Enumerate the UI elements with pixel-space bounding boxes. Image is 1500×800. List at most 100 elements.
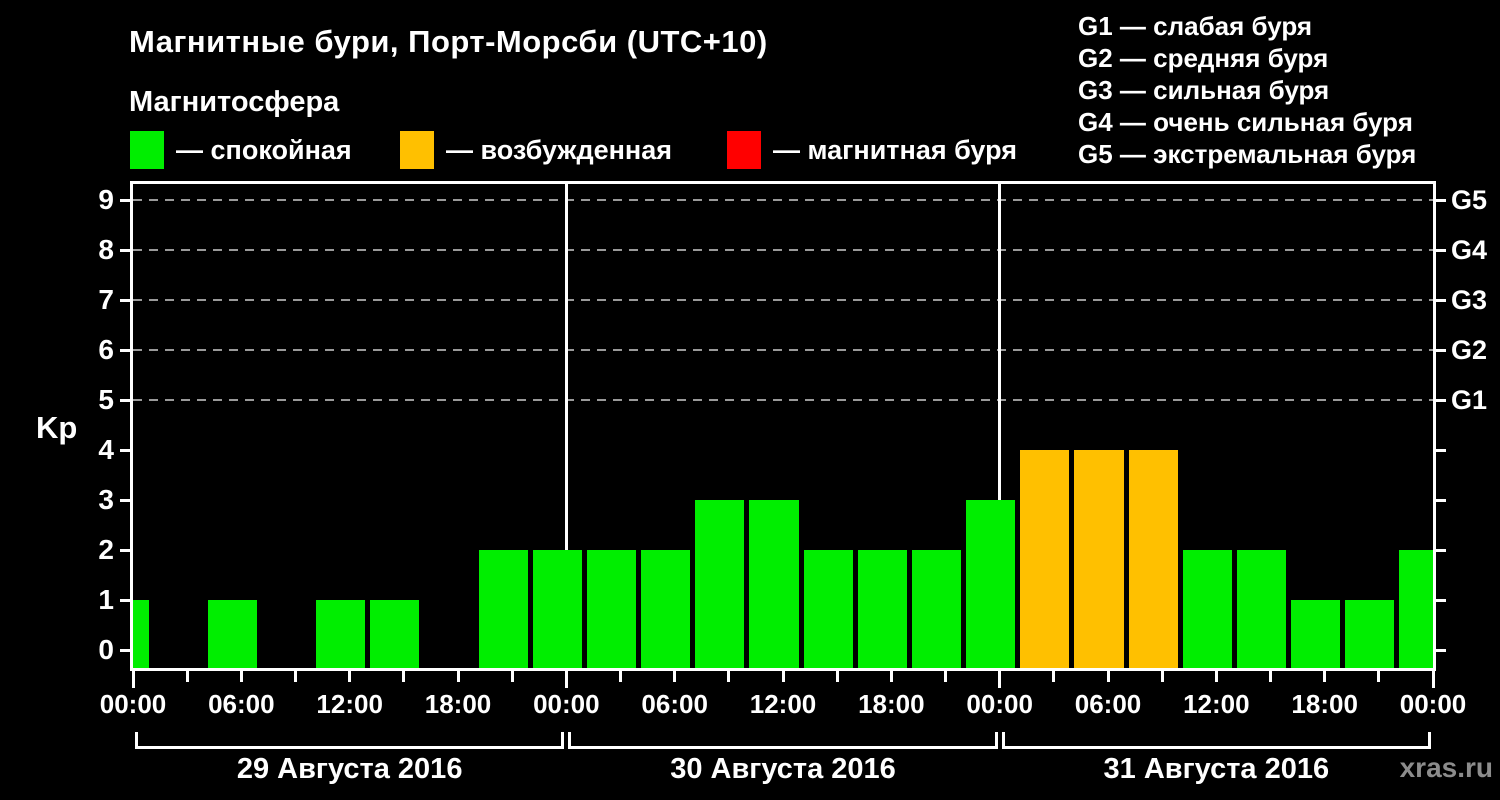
y-tick-right xyxy=(1435,598,1446,602)
kp-bar xyxy=(1020,450,1070,668)
y-tick-left xyxy=(120,298,131,302)
gridline-kp9 xyxy=(133,199,1433,201)
kp-bar xyxy=(1345,600,1395,668)
gridline-kp8 xyxy=(133,249,1433,251)
x-tick xyxy=(998,669,1002,688)
y-tick-left xyxy=(120,548,131,552)
x-tick-label: 12:00 xyxy=(316,689,383,719)
x-tick-label: 12:00 xyxy=(1183,689,1250,719)
x-tick xyxy=(1160,669,1164,682)
x-tick xyxy=(564,669,568,688)
storm-label: — магнитная буря xyxy=(773,135,1017,165)
g-level-label: G3 xyxy=(1451,285,1488,315)
x-tick xyxy=(510,669,514,682)
x-tick xyxy=(1323,669,1327,682)
x-tick xyxy=(781,669,785,682)
x-tick xyxy=(673,669,677,682)
kp-bar xyxy=(911,550,962,668)
date-label: 31 Августа 2016 xyxy=(1103,753,1330,785)
magnetosphere-subtitle: Магнитосфера xyxy=(129,86,340,118)
y-tick-right xyxy=(1435,248,1446,252)
x-tick xyxy=(348,669,352,682)
g-level-label: G4 xyxy=(1451,235,1488,265)
kp-bar xyxy=(1074,450,1124,668)
day-boundary-line xyxy=(564,183,568,668)
y-axis-label: Kp xyxy=(36,410,78,445)
kp-bar xyxy=(532,550,582,668)
y-tick-label: 2 xyxy=(98,534,114,565)
day-boundary-line xyxy=(998,183,1002,668)
g-level-label: G2 xyxy=(1451,335,1488,365)
x-tick-label: 00:00 xyxy=(533,689,600,719)
x-tick xyxy=(1377,669,1381,682)
kp-bar xyxy=(803,550,853,668)
date-bracket-end xyxy=(561,732,565,749)
y-tick-label: 1 xyxy=(98,584,114,615)
quiet-swatch-icon xyxy=(130,131,164,169)
x-tick-label: 12:00 xyxy=(749,689,817,719)
kp-bar xyxy=(1291,600,1341,668)
x-tick xyxy=(1431,669,1435,688)
date-bracket-end xyxy=(1001,732,1005,749)
kp-bar xyxy=(966,500,1016,668)
x-tick-label: 06:00 xyxy=(1074,689,1142,719)
kp-bar xyxy=(316,600,366,668)
y-tick-label: 8 xyxy=(98,234,114,265)
y-tick-left xyxy=(120,648,131,652)
g-level-label: G1 xyxy=(1451,385,1488,415)
y-tick-label: 4 xyxy=(98,434,114,465)
kp-bar xyxy=(857,550,907,668)
plot-border xyxy=(130,181,1436,671)
quiet-label: — спокойная xyxy=(176,135,352,165)
g-level-label: G5 xyxy=(1451,185,1488,215)
y-tick-left xyxy=(120,348,131,352)
kp-bar xyxy=(1128,450,1178,668)
g1-legend-line: G1 — слабая буря xyxy=(1078,11,1313,41)
x-tick xyxy=(456,669,460,682)
y-tick-right xyxy=(1435,398,1446,402)
g3-legend-line: G3 — сильная буря xyxy=(1078,75,1330,105)
kp-bar xyxy=(695,500,745,668)
date-bracket-end xyxy=(994,732,998,749)
date-bracket xyxy=(1001,746,1431,749)
kp-bar xyxy=(586,550,637,668)
x-tick-label: 00:00 xyxy=(99,689,167,719)
x-tick xyxy=(727,669,731,682)
y-tick-right xyxy=(1435,648,1446,652)
kp-bar xyxy=(207,600,257,668)
watermark: xras.ru xyxy=(1399,752,1493,783)
kp-bar xyxy=(1182,550,1232,668)
x-tick xyxy=(944,669,947,682)
x-tick xyxy=(1214,669,1218,682)
y-tick-label: 6 xyxy=(98,334,114,365)
y-tick-left xyxy=(120,448,131,452)
gridline-kp7 xyxy=(133,299,1433,301)
status-legend: — спокойная — возбужденная — магнитная б… xyxy=(0,130,1500,170)
x-tick xyxy=(185,669,189,682)
y-tick-right xyxy=(1435,198,1446,202)
x-tick-label: 18:00 xyxy=(424,689,492,719)
date-bracket xyxy=(135,746,565,749)
y-tick-label: 3 xyxy=(98,484,114,515)
x-tick-label: 06:00 xyxy=(641,689,708,719)
x-tick xyxy=(1269,669,1272,682)
kp-bar xyxy=(1236,550,1287,668)
gridline-kp6 xyxy=(133,349,1433,351)
kp-bar xyxy=(641,550,691,668)
x-tick-label: 00:00 xyxy=(966,689,1033,719)
y-tick-right xyxy=(1435,348,1446,352)
x-tick-label: 00:00 xyxy=(1399,689,1467,719)
x-tick-label: 18:00 xyxy=(858,689,925,719)
date-bracket-end xyxy=(135,732,138,749)
page-title: Магнитные бури, Порт-Морсби (UTC+10) xyxy=(129,24,768,59)
y-tick-right xyxy=(1435,448,1446,452)
g2-legend-line: G2 — средняя буря xyxy=(1078,43,1329,73)
x-tick xyxy=(1106,669,1110,682)
date-bracket-end xyxy=(568,732,572,749)
x-tick xyxy=(131,669,135,688)
y-tick-label: 0 xyxy=(98,634,114,665)
g-scale-legend: G1 — слабая буря G2 — средняя буря G3 — … xyxy=(1078,10,1498,170)
y-tick-left xyxy=(120,398,131,402)
date-bracket-end xyxy=(1428,732,1431,749)
